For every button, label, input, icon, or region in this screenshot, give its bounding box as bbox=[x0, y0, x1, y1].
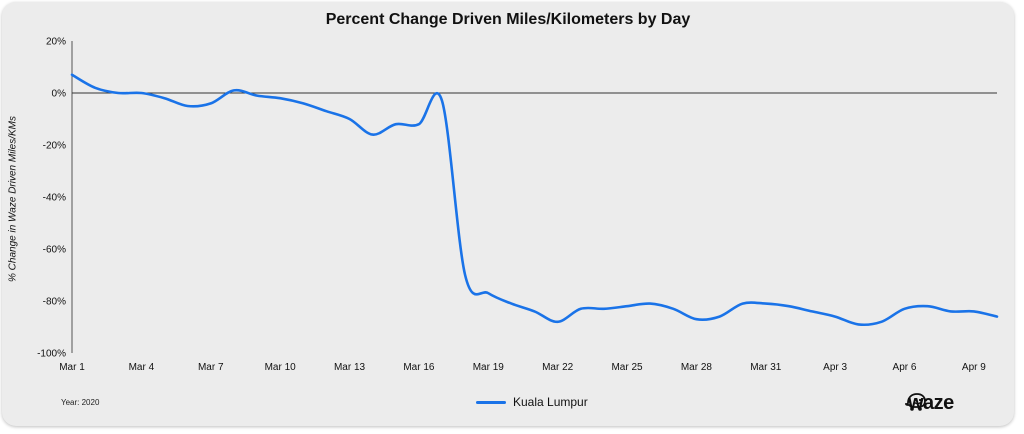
data-point bbox=[580, 308, 582, 310]
data-point bbox=[765, 302, 767, 304]
y-tick-label: -60% bbox=[43, 245, 66, 256]
x-tick-label: Apr 6 bbox=[893, 362, 917, 373]
data-point bbox=[140, 92, 142, 94]
data-point bbox=[94, 87, 96, 89]
data-point bbox=[996, 315, 998, 317]
data-point bbox=[857, 323, 859, 325]
data-point bbox=[163, 97, 165, 99]
data-point bbox=[348, 118, 350, 120]
y-tick-label: -40% bbox=[43, 193, 66, 204]
data-point bbox=[533, 310, 535, 312]
data-point bbox=[395, 123, 397, 125]
data-point bbox=[325, 110, 327, 112]
data-point bbox=[556, 321, 558, 323]
data-point bbox=[672, 308, 674, 310]
series-line bbox=[70, 73, 999, 327]
data-point bbox=[186, 105, 188, 107]
chart-card: Percent Change Driven Miles/Kilometers b… bbox=[2, 2, 1014, 426]
line-chart: 20% 0% -20% -40% -60% -80% -100% Mar 1 Mar 4 Mar … bbox=[37, 37, 999, 373]
data-point bbox=[811, 310, 813, 312]
legend-label: Kuala Lumpur bbox=[513, 395, 588, 409]
data-point bbox=[788, 305, 790, 307]
year-note: Year: 2020 bbox=[61, 398, 100, 407]
legend: Kuala Lumpur bbox=[476, 395, 588, 409]
data-point bbox=[371, 133, 373, 135]
data-point bbox=[903, 308, 905, 310]
x-tick-label: Mar 16 bbox=[403, 362, 435, 373]
waze-logo: waze bbox=[905, 392, 954, 415]
y-tick-label: -80% bbox=[43, 297, 66, 308]
data-point bbox=[718, 315, 720, 317]
data-point bbox=[649, 302, 651, 304]
x-tick-label: Mar 10 bbox=[265, 362, 297, 373]
x-tick-label: Mar 31 bbox=[750, 362, 782, 373]
data-point bbox=[464, 274, 466, 276]
x-tick-label: Mar 7 bbox=[198, 362, 224, 373]
x-tick-label: Apr 3 bbox=[823, 362, 847, 373]
data-point bbox=[418, 123, 420, 125]
data-point bbox=[279, 97, 281, 99]
y-tick-label: 0% bbox=[52, 89, 67, 100]
legend-swatch bbox=[476, 400, 506, 404]
x-tick-label: Mar 13 bbox=[334, 362, 366, 373]
y-tick-label: -20% bbox=[43, 141, 66, 152]
data-point bbox=[926, 305, 928, 307]
y-tick-label: 20% bbox=[46, 37, 66, 48]
data-point bbox=[973, 310, 975, 312]
x-tick-label: Mar 19 bbox=[473, 362, 505, 373]
data-point bbox=[210, 102, 212, 104]
data-point bbox=[117, 92, 119, 94]
x-tick-label: Mar 1 bbox=[59, 362, 85, 373]
x-tick-label: Mar 28 bbox=[681, 362, 713, 373]
data-point bbox=[626, 305, 628, 307]
data-point bbox=[302, 102, 304, 104]
data-point bbox=[741, 302, 743, 304]
chart-title: Percent Change Driven Miles/Kilometers b… bbox=[325, 11, 691, 28]
data-point bbox=[510, 302, 512, 304]
data-point bbox=[695, 318, 697, 320]
x-tick-label: Mar 25 bbox=[611, 362, 643, 373]
data-point bbox=[71, 74, 73, 76]
data-point bbox=[880, 321, 882, 323]
data-point bbox=[950, 310, 952, 312]
data-point bbox=[834, 315, 836, 317]
x-tick-label: Mar 22 bbox=[542, 362, 574, 373]
waze-icon bbox=[905, 393, 926, 411]
x-tick-label: Apr 9 bbox=[962, 362, 986, 373]
x-tick-label: Mar 4 bbox=[129, 362, 155, 373]
data-point bbox=[256, 94, 258, 96]
y-tick-label: -100% bbox=[37, 349, 66, 360]
data-point bbox=[441, 100, 443, 102]
data-point bbox=[487, 292, 489, 294]
data-point bbox=[233, 89, 235, 91]
data-point bbox=[603, 308, 605, 310]
